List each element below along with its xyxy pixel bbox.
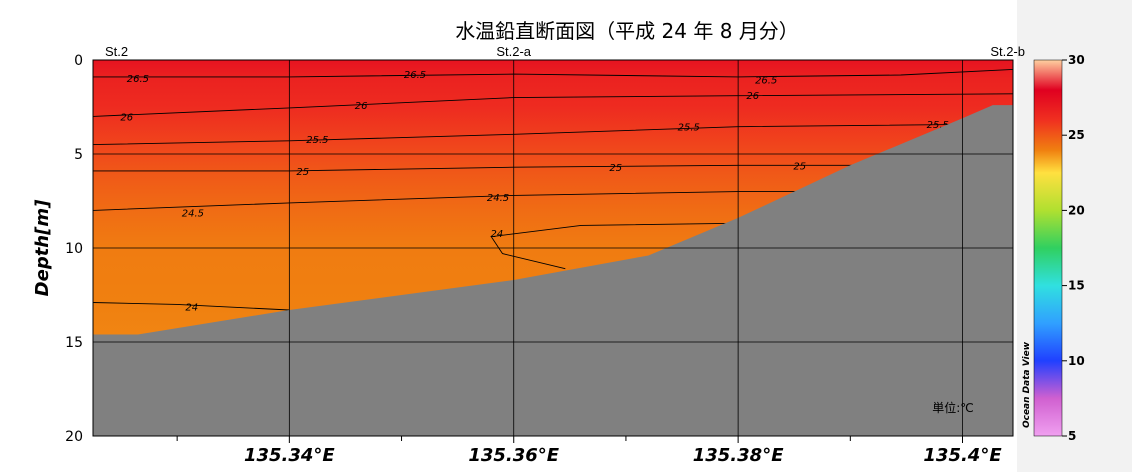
y-tick-label-1: 5 [74,147,83,163]
colorbar-tick-label-4: 10 [1068,354,1085,368]
plot-area: 26.5 26.5 26.5 26 26 26 25.5 25.5 25.5 25 25 25 24.5… [93,60,1013,436]
station-label-0: St.2 [105,44,128,59]
y-axis-ticks: 0 5 10 15 20 [65,53,83,445]
contour-line-0 [93,68,1013,78]
y-tick-label-3: 15 [65,335,83,351]
colorbar-tick-label-1: 25 [1068,128,1085,142]
contour-label-0-1: 26.5 [404,70,426,81]
contour-label-6-0: 24 [185,302,198,313]
x-tick-label-0: 135.34°E [244,445,335,466]
contour-label-3-0: 25 [296,167,309,178]
x-tick-label-1: 135.36°E [468,445,559,466]
chart-title: 水温鉛直断面図（平成 24 年 8 月分） [455,19,799,43]
colorbar [1033,59,1063,437]
y-tick-label-2: 10 [65,241,83,257]
contour-label-2-2: 25.5 [927,120,949,131]
contour-label-5-0: 24 [491,229,504,240]
colorbar-tick-label-3: 15 [1068,279,1085,293]
contour-label-1-2: 26 [746,91,759,102]
contour-label-0-2: 26.5 [755,76,777,87]
contour-label-4-0: 24.5 [182,208,204,219]
station-label-2: St.2-b [990,44,1025,59]
y-tick-label-0: 0 [74,53,83,69]
contour-label-4-1: 24.5 [487,193,509,204]
x-tick-label-2: 135.38°E [693,445,784,466]
station-label-1: St.2-a [496,44,531,59]
contour-label-3-1: 25 [609,163,622,174]
plot-frame [92,59,1014,437]
colorbar-tick-label-5: 5 [1068,429,1076,443]
contour-label-2-1: 25.5 [678,123,700,134]
colorbar-tick-label-0: 30 [1068,53,1085,67]
colorbar-tick-label-2: 20 [1068,203,1085,217]
contour-label-1-1: 26 [355,101,368,112]
ocean-data-view-watermark: Ocean Data View [1022,341,1032,428]
contour-label-1-0: 26 [120,112,133,123]
contour-label-2-0: 25.5 [306,135,328,146]
x-tick-label-3: 135.4°E [923,445,1002,466]
station-labels: St.2 St.2-a St.2-b [105,44,1025,59]
x-axis-ticks: 135.34°E 135.36°E 135.38°E 135.4°E [176,436,1002,466]
grid-lines [93,60,1013,436]
colorbar-ticks: 30 25 20 15 10 5 [1062,53,1085,443]
seabed-land [93,105,1013,436]
y-tick-label-4: 20 [65,429,83,445]
y-axis-label: Depth[m] [32,199,53,296]
contour-label-0-0: 26.5 [127,74,149,85]
contour-label-3-2: 25 [793,161,806,172]
unit-label: 単位:℃ [932,400,974,415]
contour-line-6 [93,302,290,311]
